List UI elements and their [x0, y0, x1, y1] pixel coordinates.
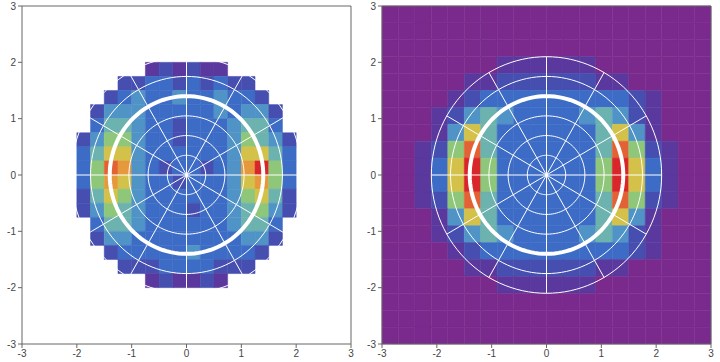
svg-text:0: 0 — [544, 348, 550, 359]
svg-text:-2: -2 — [8, 282, 16, 293]
svg-text:1: 1 — [599, 348, 605, 359]
svg-text:1: 1 — [10, 113, 16, 124]
svg-text:-3: -3 — [8, 339, 16, 350]
svg-text:2: 2 — [653, 348, 659, 359]
svg-text:2: 2 — [293, 348, 299, 359]
svg-text:-3: -3 — [367, 339, 376, 350]
svg-text:0: 0 — [370, 170, 376, 181]
svg-text:-3: -3 — [378, 348, 387, 359]
svg-text:-1: -1 — [487, 348, 496, 359]
svg-text:-1: -1 — [8, 226, 16, 237]
svg-text:-1: -1 — [127, 348, 136, 359]
svg-text:0: 0 — [184, 348, 190, 359]
svg-text:3: 3 — [10, 1, 16, 12]
svg-text:1: 1 — [239, 348, 245, 359]
svg-text:1: 1 — [370, 113, 376, 124]
svg-text:3: 3 — [708, 348, 712, 359]
svg-text:-3: -3 — [18, 348, 27, 359]
svg-text:2: 2 — [10, 57, 16, 68]
svg-text:3: 3 — [348, 348, 354, 359]
svg-text:2: 2 — [370, 57, 376, 68]
svg-text:-1: -1 — [367, 226, 376, 237]
svg-text:3: 3 — [370, 1, 376, 12]
svg-text:-2: -2 — [432, 348, 441, 359]
svg-text:-2: -2 — [72, 348, 81, 359]
svg-text:0: 0 — [10, 170, 16, 181]
svg-text:-2: -2 — [367, 282, 376, 293]
